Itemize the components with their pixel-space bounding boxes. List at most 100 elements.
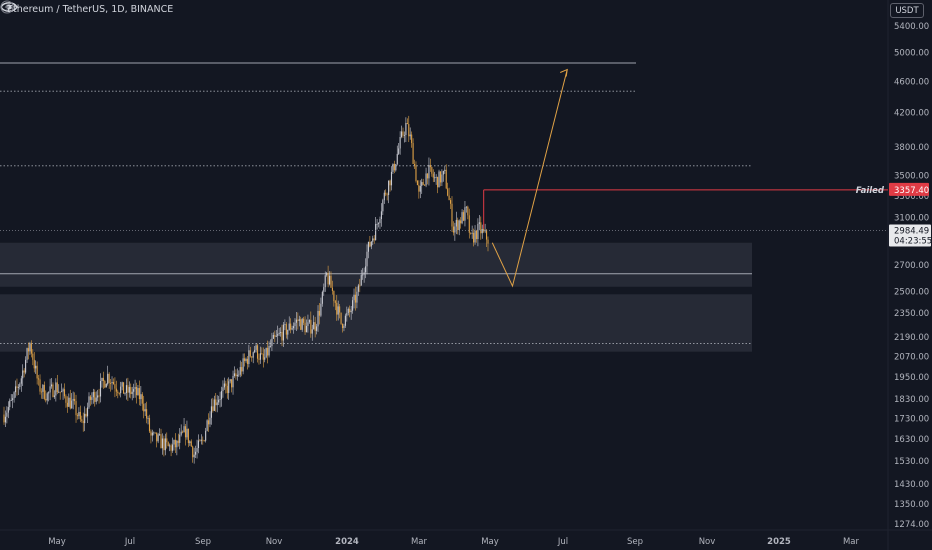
candle-body	[261, 353, 263, 355]
candle-body	[254, 349, 256, 353]
x-tick-label: Jul	[124, 537, 135, 547]
candle-body	[6, 412, 8, 417]
candle-body	[383, 192, 385, 201]
x-tick-label: May	[481, 537, 499, 547]
candle-body	[449, 200, 452, 204]
candle-body	[105, 383, 107, 388]
currency-button[interactable]: USDT	[890, 3, 924, 18]
candle-body	[461, 212, 463, 224]
candle-body	[216, 402, 218, 406]
candle-body	[462, 212, 465, 221]
candle-body	[396, 153, 398, 165]
candle-body	[19, 383, 21, 387]
candle-body	[133, 389, 135, 392]
candle-body	[228, 381, 230, 393]
candle-body	[180, 431, 182, 435]
candle-body	[242, 358, 244, 372]
candle-body	[359, 285, 361, 287]
candle-body	[337, 306, 339, 315]
candle-body	[125, 385, 127, 394]
candle-body	[118, 393, 120, 394]
candle-body	[17, 386, 19, 388]
candle-body	[75, 401, 77, 416]
x-tick-label: Mar	[843, 537, 860, 547]
candle-body	[428, 165, 430, 179]
candle-body	[486, 230, 488, 240]
candle-body	[294, 322, 296, 327]
candle-body	[281, 332, 283, 341]
y-tick-label: 2190.00	[894, 333, 929, 343]
candle-body	[484, 230, 486, 232]
candle-body	[104, 381, 106, 388]
candle-body	[363, 272, 365, 275]
candle-body	[431, 167, 433, 174]
candle-body	[353, 294, 355, 301]
candle-body	[354, 294, 357, 303]
candle-body	[437, 176, 439, 188]
candle-body	[23, 370, 25, 373]
candle-body	[163, 438, 165, 451]
candle-body	[438, 171, 440, 188]
price-axis-panel[interactable]	[888, 0, 932, 550]
x-tick-label: Jul	[557, 537, 568, 547]
candle-body	[382, 200, 384, 212]
candle-body	[401, 131, 403, 137]
countdown-label: 04:23:55	[894, 236, 932, 246]
candle-body	[92, 392, 94, 398]
candle-body	[143, 403, 145, 412]
candle-body	[287, 329, 289, 335]
support-zone	[0, 294, 752, 352]
candle-body	[442, 170, 444, 175]
candle-body	[331, 287, 333, 291]
candle-body	[248, 350, 250, 364]
y-tick-label: 2070.00	[894, 353, 929, 363]
candle-body	[182, 431, 184, 433]
candle-body	[245, 358, 247, 361]
candle-body	[50, 384, 53, 387]
candle-body	[82, 421, 84, 424]
candle-body	[373, 238, 375, 241]
candle-body	[347, 309, 349, 313]
candle-body	[468, 215, 470, 233]
y-tick-label: 3800.00	[894, 143, 929, 153]
candle-body	[292, 326, 295, 329]
x-tick-label: Sep	[195, 537, 211, 547]
candle-body	[255, 345, 257, 350]
candle-body	[408, 124, 410, 137]
candle-body	[285, 324, 287, 335]
candle-body	[203, 440, 205, 442]
candle-body	[86, 407, 89, 417]
candle-body	[366, 251, 368, 267]
candle-body	[167, 442, 169, 447]
candle-body	[112, 381, 115, 385]
candle-body	[388, 180, 390, 195]
candle-body	[304, 322, 306, 333]
candle-body	[16, 386, 18, 388]
candle-body	[164, 438, 166, 451]
candle-body	[340, 312, 342, 324]
candle-body	[3, 414, 5, 423]
candle-body	[360, 275, 362, 286]
candle-body	[398, 148, 400, 154]
candle-body	[350, 310, 352, 313]
candle-body	[441, 174, 443, 183]
candle-body	[444, 169, 446, 171]
candle-body	[405, 122, 407, 135]
candle-body	[262, 353, 264, 360]
candle-body	[207, 420, 210, 425]
candle-body	[300, 319, 302, 330]
candle-body	[94, 392, 96, 402]
candle-body	[418, 185, 420, 192]
candle-body	[200, 439, 202, 441]
lightning-icon[interactable]	[0, 0, 14, 14]
candle-body	[439, 171, 442, 183]
candle-body	[107, 373, 109, 384]
candle-body	[127, 385, 129, 393]
candle-body	[36, 365, 38, 379]
candle-body	[424, 184, 426, 186]
candle-body	[395, 164, 397, 171]
candle-body	[314, 322, 316, 331]
candle-body	[252, 352, 254, 358]
candle-body	[251, 356, 253, 358]
